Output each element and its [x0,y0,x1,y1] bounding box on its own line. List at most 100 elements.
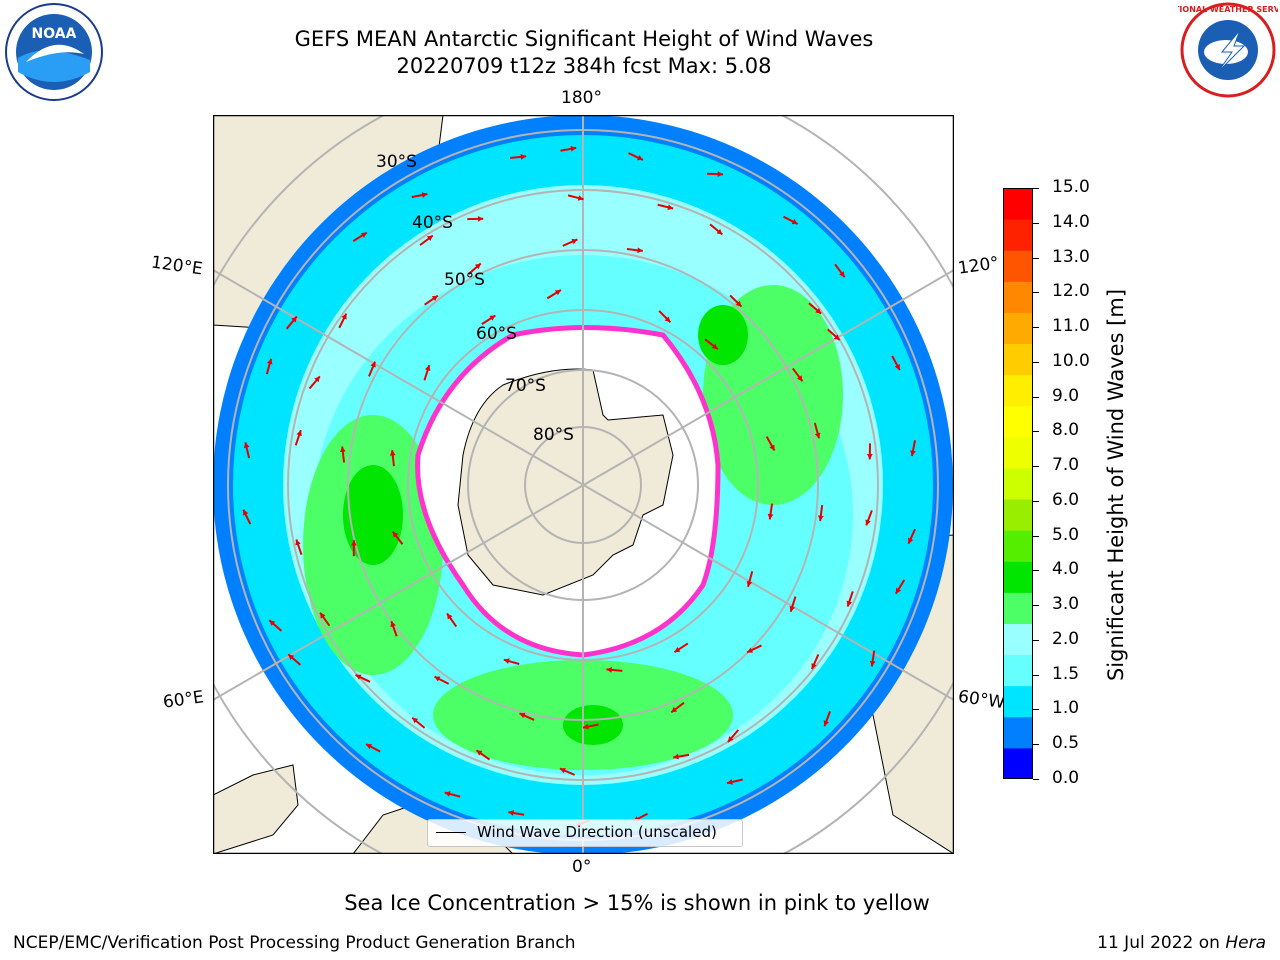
wind-wave-arrow-head [570,146,577,152]
colorbar-tick-label: 9.0 [1052,385,1080,406]
wind-wave-arrow-head [426,235,433,241]
colorbar-segment [1003,623,1033,656]
wind-wave-arrow-head [637,247,643,254]
wind-wave-arrow-head [674,646,681,653]
wind-wave-arrow-head [717,171,723,178]
colorbar-tick-mark [1033,327,1039,329]
colorbar-segment [1003,592,1033,624]
meridian-label-120e: 120°E [149,252,204,280]
wind-wave-arrow-head [320,612,326,619]
wind-wave-arrow-head [727,736,734,742]
wind-wave-arrow-head [577,195,584,201]
wind-wave-arrow-head [866,454,873,460]
polar-map: Wind Wave Direction (unscaled) [212,114,955,855]
wind-wave-arrow-head [747,647,754,653]
wind-wave-arrow-head [269,620,276,626]
colorbar-segment [1003,343,1033,376]
colorbar-tick-mark [1033,257,1039,259]
wind-wave-arrow-head [519,712,526,719]
colorbar-tick-label: 2.0 [1052,628,1080,649]
wind-wave-arrow-head [908,537,914,544]
wind-wave-arrow-head [243,442,250,449]
wind-wave-arrow-head [503,658,510,664]
wind-wave-arrow-head [508,810,514,816]
colorbar-tick-mark [1033,639,1039,641]
footer-machine: Hera [1225,933,1266,953]
wind-wave-arrow-head [431,295,438,302]
svg-text:NATIONAL WEATHER SERVICE: NATIONAL WEATHER SERVICE [1178,5,1278,14]
wind-wave-arrow-head [711,343,718,350]
meridian-label-60w: 60°W [956,686,1007,714]
wind-wave-arrow-head [865,519,871,526]
colorbar-tick-mark [1033,709,1039,711]
wind-wave-arrow-head [894,364,900,371]
colorbar-tick-label: 7.0 [1052,455,1080,476]
wind-wave-arrow-head [746,580,753,587]
wind-wave-arrow-head [489,315,496,321]
wind-wave-arrow-head [769,444,775,451]
wind-wave-arrow-head [444,791,451,797]
wind-wave-arrow-head [288,654,295,661]
colorbar-segment [1003,747,1033,780]
colorbar-tick-label: 14.0 [1052,211,1090,232]
colorbar-segment [1003,685,1033,718]
colorbar-segment [1003,654,1033,687]
colorbar-segment [1003,499,1033,531]
colorbar [1003,188,1033,780]
map-title-line2: 20220709 t12z 384h fcst Max: 5.08 [396,54,772,78]
legend-label: Wind Wave Direction (unscaled) [477,823,717,841]
colorbar-segment [1003,219,1033,251]
colorbar-tick-label: 6.0 [1052,489,1080,510]
colorbar-tick-mark [1033,222,1039,224]
wind-wave-arrow-head [390,621,396,628]
footer-branch: NCEP/EMC/Verification Post Processing Pr… [13,933,576,953]
wind-wave-arrow-head [846,600,853,607]
colorbar-tick-label: 13.0 [1052,246,1090,267]
colorbar-tick-mark [1033,431,1039,433]
wind-wave-arrow-head [817,515,824,521]
wind-wave-arrow-head [727,779,733,785]
colorbar-tick-label: 10.0 [1052,350,1090,371]
colorbar-segment [1003,405,1033,438]
wind-wave-arrow-head [796,375,803,382]
wind-wave-arrow-head [571,238,578,245]
wind-wave-arrow-head [243,509,249,516]
meridian-lines [213,115,954,854]
latitude-label-30s: 30°S [376,152,417,172]
colorbar-tick-label: 1.5 [1052,663,1080,684]
colorbar-segment [1003,188,1033,220]
wind-wave-arrow-head [554,290,561,296]
wind-wave-arrow-head [671,706,678,713]
colorbar-tick-mark [1033,570,1039,572]
colorbar-tick-mark [1033,292,1039,294]
wind-wave-arrow-head [735,300,742,307]
wind-wave-arrow-head [811,663,817,670]
colorbar-tick-mark [1033,674,1039,676]
colorbar-tick-label: 4.0 [1052,559,1080,580]
colorbar-tick-mark [1033,500,1039,502]
map-legend: Wind Wave Direction (unscaled) [427,819,743,847]
colorbar-tick-label: 0.5 [1052,733,1080,754]
wind-wave-arrow-head [295,539,301,546]
latitude-label-50s: 50°S [444,270,485,290]
colorbar-segment [1003,281,1033,313]
wind-wave-arrow-head [869,660,876,667]
wind-wave-arrow-head [351,540,357,546]
wind-wave-arrow-head [296,430,302,437]
wind-wave-arrows [242,146,916,827]
wind-wave-arrow-head [434,676,441,682]
colorbar-tick-label: 5.0 [1052,524,1080,545]
colorbar-segment [1003,250,1033,282]
wind-wave-arrow-head [389,450,396,456]
wind-wave-arrow-head [476,750,483,756]
wind-wave-arrow-head [392,531,399,538]
wind-wave-arrow-head [520,153,527,160]
nws-logo: NATIONAL WEATHER SERVICE [1162,0,1280,100]
wind-wave-arrow-head [716,228,723,235]
wind-wave-arrow-head [895,587,902,594]
wind-wave-arrow-head [474,263,481,270]
meridian-label-0: 0° [572,857,592,877]
wind-wave-arrow-head [667,204,674,211]
wind-wave-arrow-head [664,316,671,323]
wind-wave-arrow-head [636,155,643,161]
